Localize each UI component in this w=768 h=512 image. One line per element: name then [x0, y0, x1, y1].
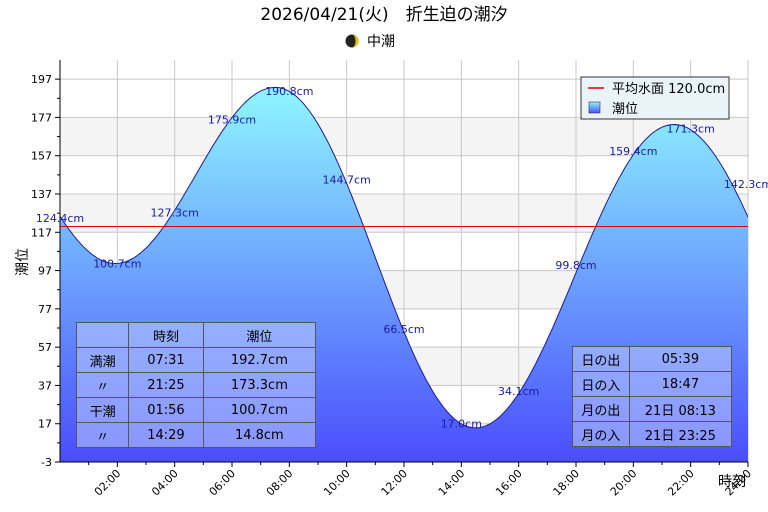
- data-label: 171.3cm: [667, 122, 715, 135]
- x-tick-label: 16:00: [493, 467, 525, 499]
- x-tick-label: 14:00: [436, 467, 468, 499]
- table-row: 干潮 01:56 100.7cm: [75, 397, 317, 423]
- tide-level-cell: 100.7cm: [202, 397, 317, 423]
- tide-extrema-table: 時刻 潮位 満潮 07:31 192.7cm 〃 21:25 173.3cm 干…: [75, 322, 317, 448]
- y-tick-label: 197: [31, 73, 52, 86]
- data-label: 17.0cm: [441, 418, 482, 431]
- legend: 平均水面 120.0cm 潮位: [580, 76, 730, 120]
- legend-tide-label: 潮位: [612, 102, 638, 117]
- tide-time-cell: 01:56: [128, 397, 204, 423]
- tide-time-cell: 14:29: [128, 422, 204, 448]
- x-tick-label: 20:00: [608, 467, 640, 499]
- event-time-cell: 18:47: [628, 371, 733, 397]
- data-label: 175.9cm: [208, 114, 256, 127]
- y-tick-label: 177: [31, 111, 52, 124]
- table-header-cell: [75, 322, 130, 348]
- data-label: 190.8cm: [265, 85, 313, 98]
- data-label: 127.3cm: [151, 207, 199, 220]
- data-label: 66.5cm: [383, 323, 424, 336]
- table-row: 月の入 21日 23:25: [572, 421, 733, 447]
- event-label-cell: 月の出: [572, 396, 630, 422]
- y-tick-label: 97: [38, 265, 52, 278]
- x-tick-label: 18:00: [551, 467, 583, 499]
- tide-level-cell: 192.7cm: [202, 347, 317, 373]
- y-axis-title: 潮位: [15, 248, 31, 276]
- tide-curve: [60, 86, 748, 429]
- moon-icon: [345, 34, 359, 48]
- data-label: 100.7cm: [93, 257, 141, 270]
- tide-level-cell: 173.3cm: [202, 372, 317, 398]
- x-tick-label: 04:00: [149, 467, 181, 499]
- data-label: 144.7cm: [323, 173, 371, 186]
- tide-swatch: [588, 101, 601, 114]
- data-label: 159.4cm: [609, 145, 657, 158]
- event-label-cell: 日の出: [572, 346, 630, 372]
- data-label: 142.3cm: [724, 178, 768, 191]
- event-time-cell: 21日 08:13: [628, 396, 733, 422]
- x-axis-title: 時刻: [718, 474, 746, 490]
- data-label: 99.8cm: [555, 259, 596, 272]
- tide-type-cell: 〃: [75, 422, 130, 448]
- legend-mean-label: 平均水面 120.0cm: [612, 82, 725, 97]
- tide-type-cell: 満潮: [75, 347, 130, 373]
- y-tick-label: 157: [31, 150, 52, 163]
- table-row: 〃 21:25 173.3cm: [75, 372, 317, 398]
- x-tick-label: 02:00: [92, 467, 124, 499]
- x-tick-label: 08:00: [264, 467, 296, 499]
- y-tick-label: 37: [38, 379, 52, 392]
- table-header-cell: 潮位: [202, 322, 317, 348]
- y-tick-label: 77: [38, 303, 52, 316]
- table-row: 満潮 07:31 192.7cm: [75, 347, 317, 373]
- sun-moon-table: 日の出 05:39 日の入 18:47 月の出 21日 08:13 月の入 21…: [572, 346, 733, 447]
- y-tick-label: 57: [38, 341, 52, 354]
- data-label: 34.1cm: [498, 385, 539, 398]
- y-tick-label: 117: [31, 226, 52, 239]
- table-row: 日の出 05:39: [572, 346, 733, 372]
- tide-time-cell: 07:31: [128, 347, 204, 373]
- table-row: 日の入 18:47: [572, 371, 733, 397]
- event-label-cell: 日の入: [572, 371, 630, 397]
- chart-title: 2026/04/21(火) 折生迫の潮汐: [260, 5, 507, 25]
- table-row: 月の出 21日 08:13: [572, 396, 733, 422]
- table-header-row: 時刻 潮位: [75, 322, 317, 348]
- tide-level-cell: 14.8cm: [202, 422, 317, 448]
- event-time-cell: 05:39: [628, 346, 733, 372]
- y-tick-label: -3: [41, 456, 52, 469]
- moon-phase-label: 中潮: [367, 34, 395, 50]
- tide-time-cell: 21:25: [128, 372, 204, 398]
- data-label: 124.4cm: [36, 212, 84, 225]
- tide-type-cell: 〃: [75, 372, 130, 398]
- table-row: 〃 14:29 14.8cm: [75, 422, 317, 448]
- x-tick-label: 12:00: [379, 467, 411, 499]
- x-tick-label: 10:00: [321, 467, 353, 499]
- table-header-cell: 時刻: [128, 322, 204, 348]
- y-tick-label: 17: [38, 418, 52, 431]
- x-tick-label: 22:00: [665, 467, 697, 499]
- event-time-cell: 21日 23:25: [628, 421, 733, 447]
- tide-type-cell: 干潮: [75, 397, 130, 423]
- y-tick-label: 137: [31, 188, 52, 201]
- event-label-cell: 月の入: [572, 421, 630, 447]
- x-tick-label: 06:00: [207, 467, 239, 499]
